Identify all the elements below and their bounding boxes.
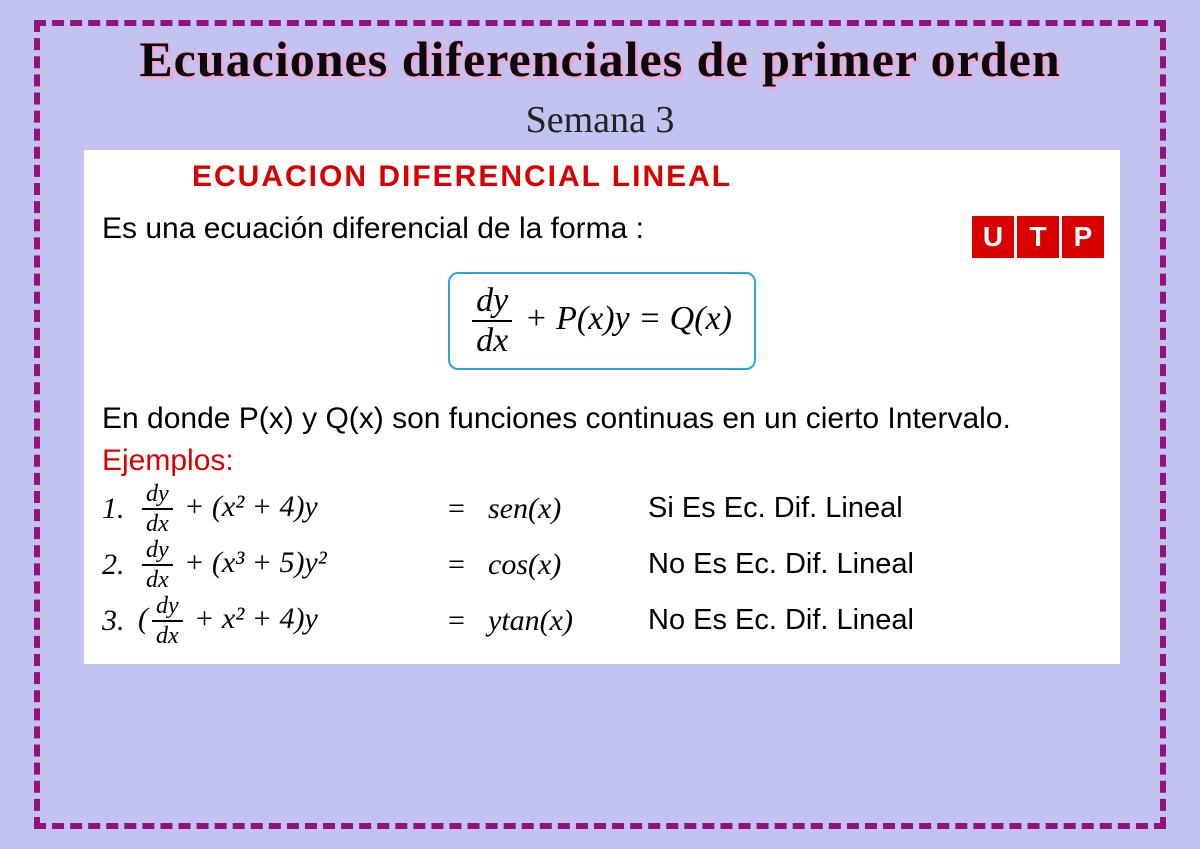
examples-label: Ejemplos: [102,444,1102,478]
utp-logo: U T P [972,216,1104,258]
example-verdict: No Es Ec. Dif. Lineal [638,548,914,581]
example-rhs: ytan(x) [488,604,638,638]
intro-text: Es una ecuación diferencial de la forma … [102,212,1102,246]
example-row: 3. ( dy dx + x² + 4)y = ytan(x) No Es Ec… [102,594,1102,648]
fraction-dy-dx: dy dx [142,538,173,592]
logo-letter-u: U [972,216,1014,258]
equals-sign: = [448,492,488,526]
logo-letter-p: P [1062,216,1104,258]
example-number: 2. [102,548,138,582]
fraction-dy-dx: dy dx [472,284,512,358]
example-rhs: cos(x) [488,548,638,582]
example-row: 2. dy dx + (x³ + 5)y² = cos(x) No Es Ec.… [102,538,1102,592]
example-verdict: No Es Ec. Dif. Lineal [638,604,914,637]
linear-ode-formula: dy dx + P(x)y = Q(x) [448,272,756,370]
equals-sign: = [448,604,488,638]
example-verdict: Si Es Ec. Dif. Lineal [638,492,903,525]
example-lhs: ( dy dx + x² + 4)y [138,594,448,648]
example-row: 1. dy dx + (x² + 4)y = sen(x) Si Es Ec. … [102,482,1102,536]
page-subtitle: Semana 3 [40,98,1160,142]
fraction-dy-dx: dy dx [142,482,173,536]
fraction-denominator: dx [472,322,512,358]
formula-rest: + P(x)y = Q(x) [516,300,732,337]
example-number: 1. [102,492,138,526]
examples-list: 1. dy dx + (x² + 4)y = sen(x) Si Es Ec. … [102,482,1102,648]
decorative-frame: Ecuaciones diferenciales de primer orden… [34,20,1166,829]
example-number: 3. [102,604,138,638]
fraction-dy-dx: dy dx [152,594,183,648]
example-lhs: dy dx + (x³ + 5)y² [138,538,448,592]
equals-sign: = [448,548,488,582]
formula-container: dy dx + P(x)y = Q(x) [102,272,1102,370]
description-text: En donde P(x) y Q(x) son funciones conti… [102,400,1102,438]
card-heading: ECUACION DIFERENCIAL LINEAL [102,160,1102,194]
example-rhs: sen(x) [488,492,638,526]
page-title: Ecuaciones diferenciales de primer orden [40,30,1160,88]
example-lhs: dy dx + (x² + 4)y [138,482,448,536]
content-card: ECUACION DIFERENCIAL LINEAL Es una ecuac… [84,150,1120,664]
fraction-numerator: dy [472,284,512,322]
logo-letter-t: T [1017,216,1059,258]
